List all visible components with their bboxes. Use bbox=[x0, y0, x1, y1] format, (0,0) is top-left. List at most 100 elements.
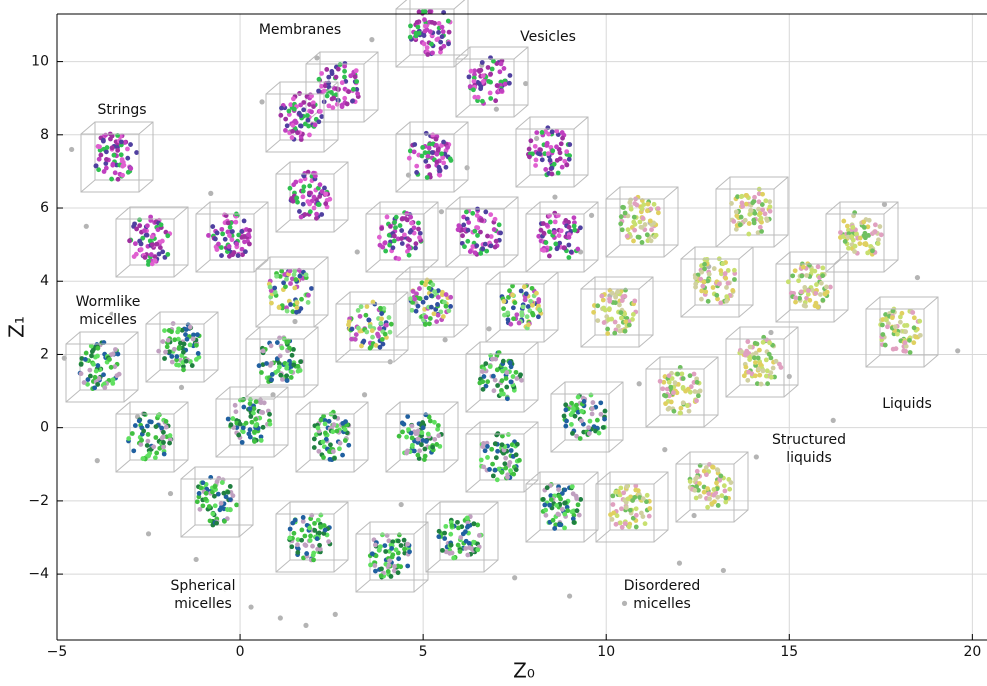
bead bbox=[571, 215, 577, 221]
bead bbox=[239, 439, 245, 445]
bead bbox=[683, 388, 688, 394]
cube-edge bbox=[453, 179, 469, 193]
bead bbox=[311, 205, 317, 211]
bead bbox=[392, 233, 397, 239]
bead bbox=[422, 28, 428, 34]
bead bbox=[376, 234, 382, 240]
bead bbox=[399, 241, 405, 246]
x-tick-label: −5 bbox=[47, 644, 68, 660]
bead bbox=[355, 307, 361, 313]
cube-edge bbox=[215, 444, 231, 458]
bead bbox=[289, 135, 295, 140]
cube-front bbox=[65, 343, 125, 403]
cube-edge bbox=[515, 116, 531, 130]
bead bbox=[384, 214, 390, 220]
cube bbox=[465, 341, 539, 413]
bead bbox=[479, 217, 484, 223]
bead bbox=[639, 240, 645, 245]
cube-back bbox=[279, 81, 339, 141]
cube-edge bbox=[65, 331, 81, 345]
bead bbox=[309, 93, 314, 99]
bead bbox=[557, 150, 563, 156]
bead bbox=[415, 303, 421, 309]
bead bbox=[490, 373, 496, 379]
bead bbox=[443, 292, 449, 297]
bead bbox=[148, 419, 154, 425]
bead bbox=[302, 542, 308, 548]
bead bbox=[176, 344, 182, 350]
cube-front bbox=[365, 213, 425, 273]
bead bbox=[379, 226, 385, 231]
point bbox=[292, 318, 298, 325]
bead bbox=[310, 100, 316, 106]
bead bbox=[910, 310, 916, 315]
cube-edge bbox=[385, 459, 401, 473]
bead bbox=[793, 295, 799, 301]
bead bbox=[393, 547, 399, 553]
bead bbox=[550, 517, 556, 523]
bead bbox=[246, 431, 252, 437]
bead bbox=[759, 228, 764, 234]
cube-edge bbox=[580, 276, 596, 290]
cube bbox=[605, 186, 679, 258]
bead bbox=[903, 329, 909, 335]
cube-edge bbox=[865, 354, 881, 368]
cube-edge bbox=[333, 219, 349, 233]
bead bbox=[508, 468, 513, 474]
bead bbox=[410, 442, 415, 448]
bead bbox=[566, 234, 572, 240]
cube-back bbox=[289, 161, 349, 221]
point bbox=[259, 99, 265, 105]
bead bbox=[346, 89, 352, 95]
bead bbox=[619, 506, 624, 512]
bead bbox=[396, 556, 402, 562]
bead bbox=[757, 361, 763, 367]
bead bbox=[840, 234, 846, 239]
bead bbox=[897, 314, 903, 320]
cube bbox=[595, 471, 669, 543]
bead bbox=[295, 550, 301, 555]
cube-edge bbox=[195, 259, 211, 273]
cube-edge bbox=[653, 471, 669, 485]
bead bbox=[475, 94, 481, 100]
bead bbox=[625, 227, 631, 233]
bead bbox=[323, 430, 328, 436]
bead bbox=[513, 369, 519, 375]
cube-front bbox=[580, 288, 640, 348]
bead bbox=[538, 227, 544, 233]
bead bbox=[630, 515, 636, 521]
bead bbox=[755, 355, 761, 361]
bead bbox=[169, 354, 175, 359]
cube-front bbox=[550, 393, 610, 453]
bead bbox=[388, 574, 394, 579]
bead bbox=[282, 272, 288, 277]
bead bbox=[647, 506, 653, 511]
bead bbox=[233, 409, 239, 415]
bead bbox=[428, 293, 434, 299]
bead bbox=[618, 221, 624, 227]
bead bbox=[302, 121, 308, 127]
bead bbox=[442, 536, 448, 541]
point bbox=[193, 556, 199, 563]
bead bbox=[162, 254, 168, 260]
bead bbox=[234, 241, 240, 247]
bead bbox=[478, 251, 484, 256]
bead bbox=[398, 543, 404, 548]
bead bbox=[882, 342, 888, 348]
bead bbox=[319, 83, 324, 89]
bead bbox=[552, 526, 558, 531]
cube bbox=[145, 311, 219, 383]
point bbox=[786, 373, 792, 380]
bead bbox=[307, 183, 313, 189]
annotation: Wormlike bbox=[76, 294, 141, 310]
point bbox=[830, 417, 836, 423]
bead bbox=[440, 314, 446, 319]
cube-edge bbox=[825, 201, 841, 215]
cube-edge bbox=[645, 414, 661, 428]
cube-edge bbox=[680, 246, 696, 260]
bead bbox=[272, 289, 278, 295]
bead bbox=[437, 172, 443, 178]
bead bbox=[487, 467, 492, 472]
bead bbox=[235, 253, 241, 258]
bead bbox=[735, 194, 740, 200]
